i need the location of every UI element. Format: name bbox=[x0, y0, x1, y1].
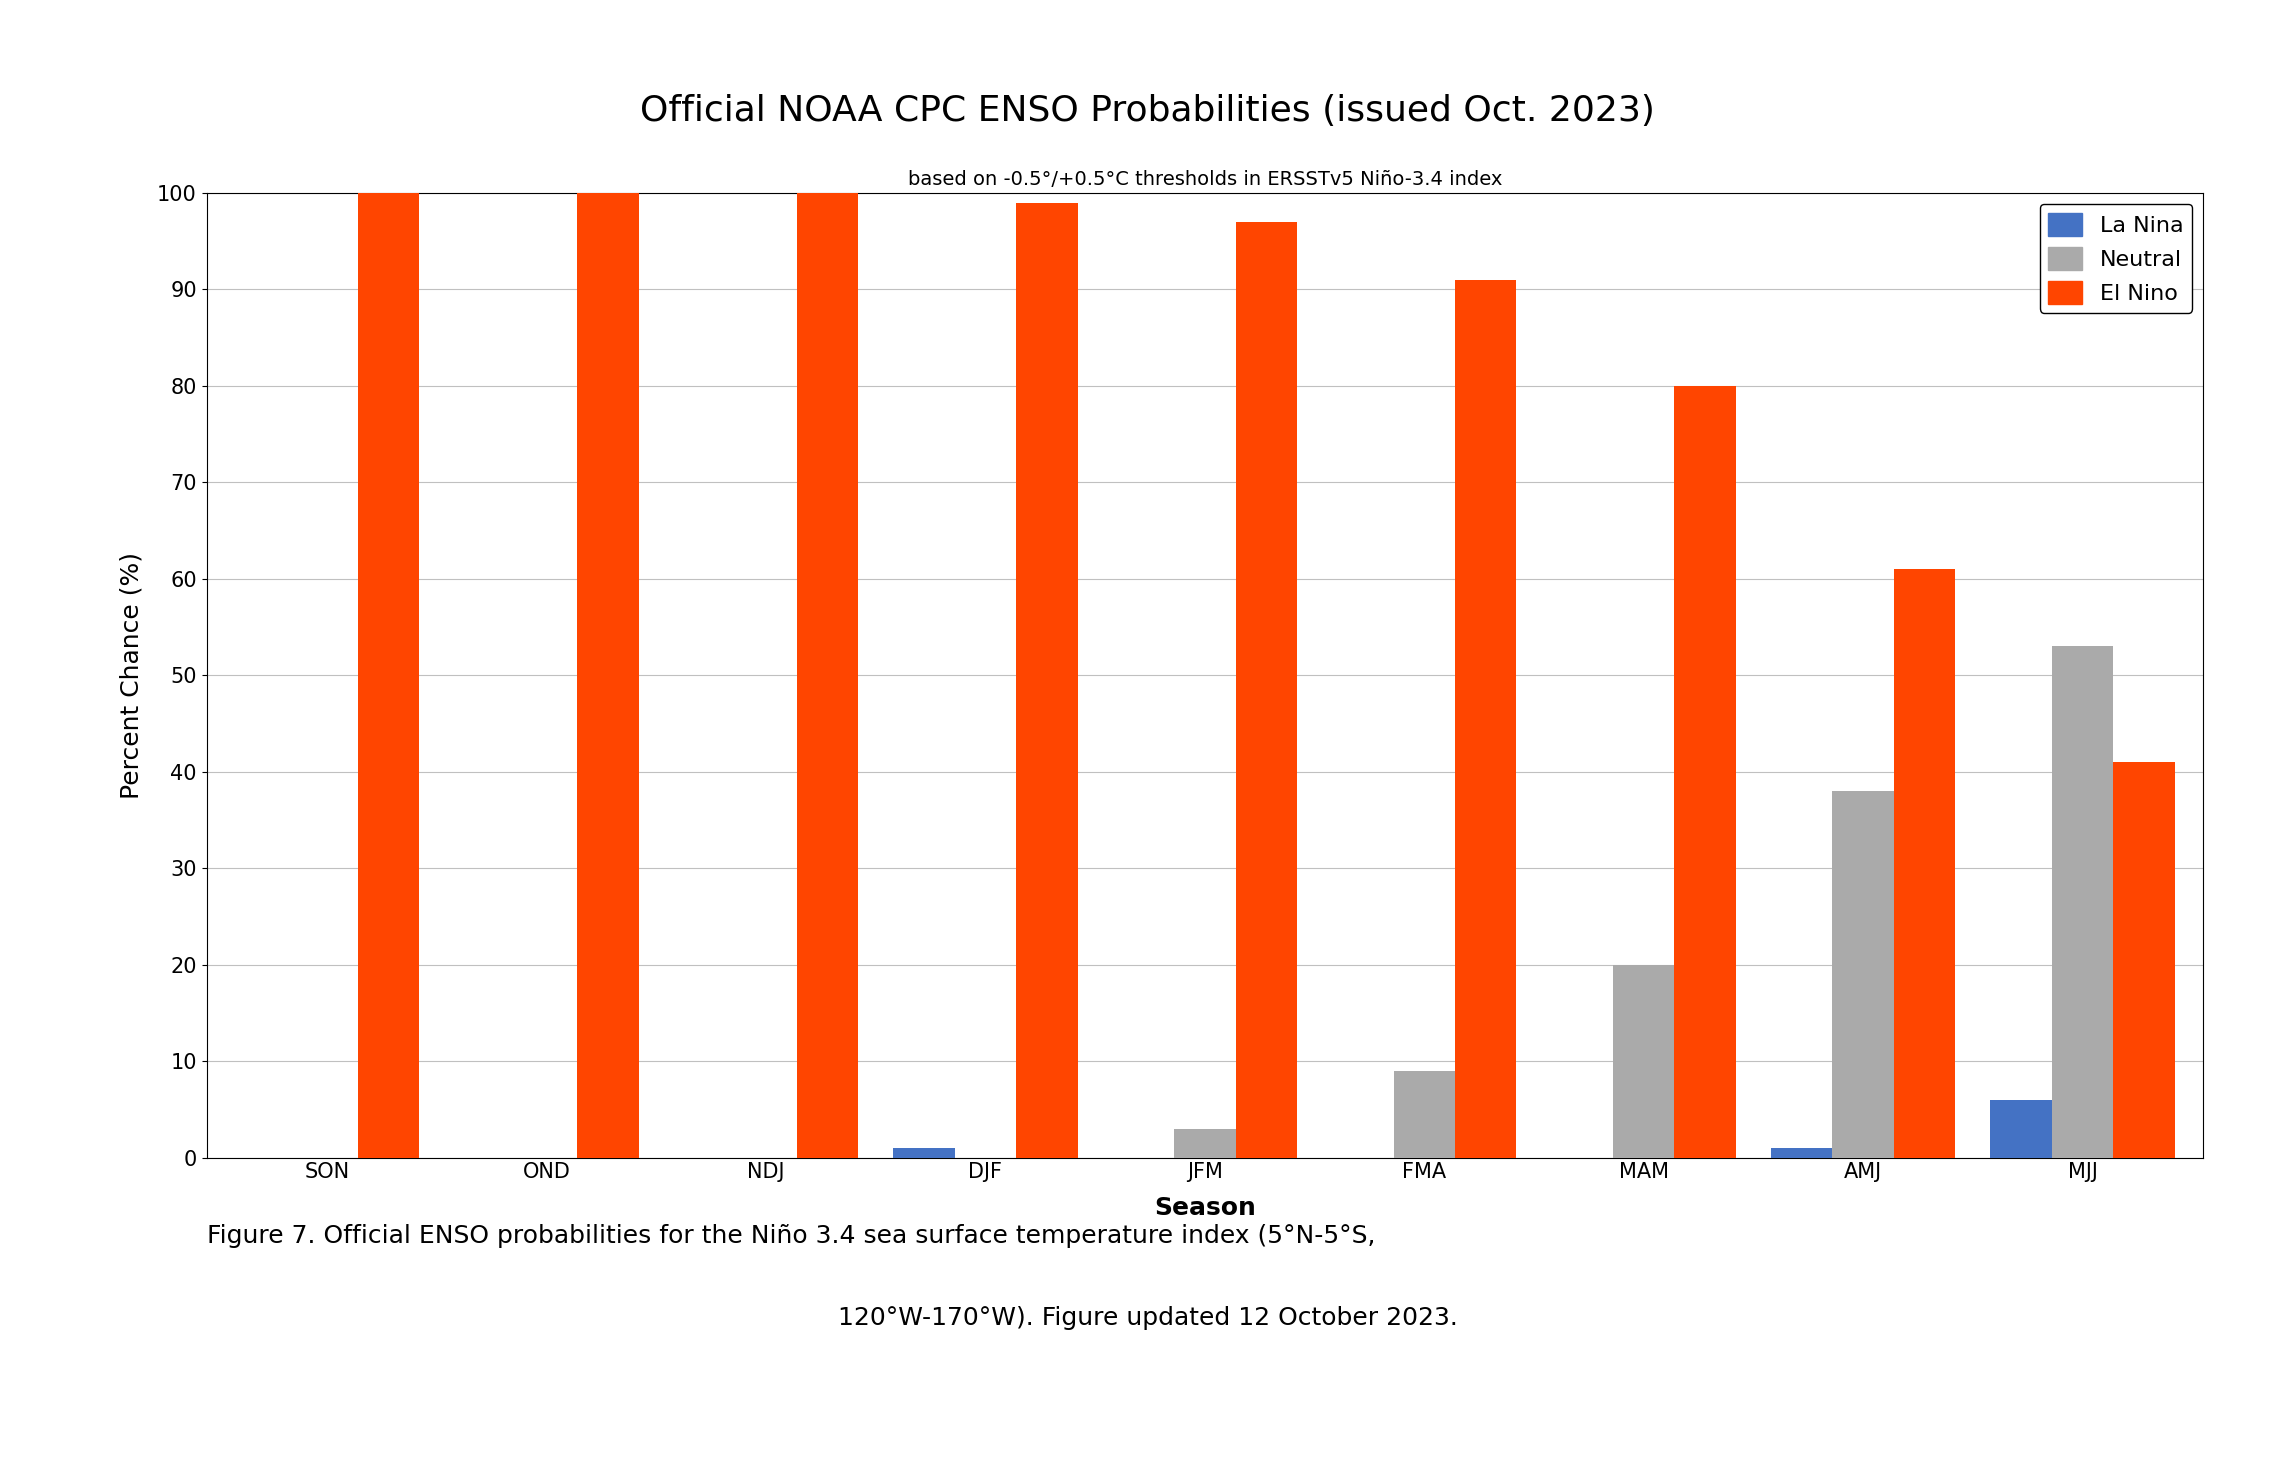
Bar bbox=[2052, 647, 2114, 1158]
Title: based on -0.5°/+0.5°C thresholds in ERSSTv5 Niño-3.4 index: based on -0.5°/+0.5°C thresholds in ERSS… bbox=[909, 169, 1501, 188]
Text: Official NOAA CPC ENSO Probabilities (issued Oct. 2023): Official NOAA CPC ENSO Probabilities (is… bbox=[640, 95, 1655, 128]
Bar bbox=[1831, 791, 1893, 1158]
Bar bbox=[1235, 223, 1297, 1158]
Legend: La Nina, Neutral, El Nino: La Nina, Neutral, El Nino bbox=[2040, 203, 2192, 313]
Bar bbox=[893, 1149, 955, 1158]
Bar bbox=[578, 193, 638, 1158]
Text: Figure 7. Official ENSO probabilities for the Niño 3.4 sea surface temperature i: Figure 7. Official ENSO probabilities fo… bbox=[207, 1224, 1375, 1248]
Text: 120°W-170°W). Figure updated 12 October 2023.: 120°W-170°W). Figure updated 12 October … bbox=[838, 1306, 1457, 1330]
Bar bbox=[2114, 763, 2176, 1158]
Bar bbox=[1990, 1100, 2052, 1158]
Bar bbox=[796, 193, 858, 1158]
Bar bbox=[358, 193, 420, 1158]
Bar bbox=[1017, 202, 1079, 1158]
Bar bbox=[1772, 1149, 1831, 1158]
Bar bbox=[1675, 386, 1735, 1158]
Bar bbox=[1455, 279, 1517, 1158]
Y-axis label: Percent Chance (%): Percent Chance (%) bbox=[119, 552, 142, 798]
Bar bbox=[1393, 1071, 1455, 1158]
Bar bbox=[1175, 1128, 1235, 1158]
Bar bbox=[1893, 568, 1955, 1158]
X-axis label: Season: Season bbox=[1154, 1196, 1255, 1220]
Bar bbox=[1613, 965, 1675, 1158]
